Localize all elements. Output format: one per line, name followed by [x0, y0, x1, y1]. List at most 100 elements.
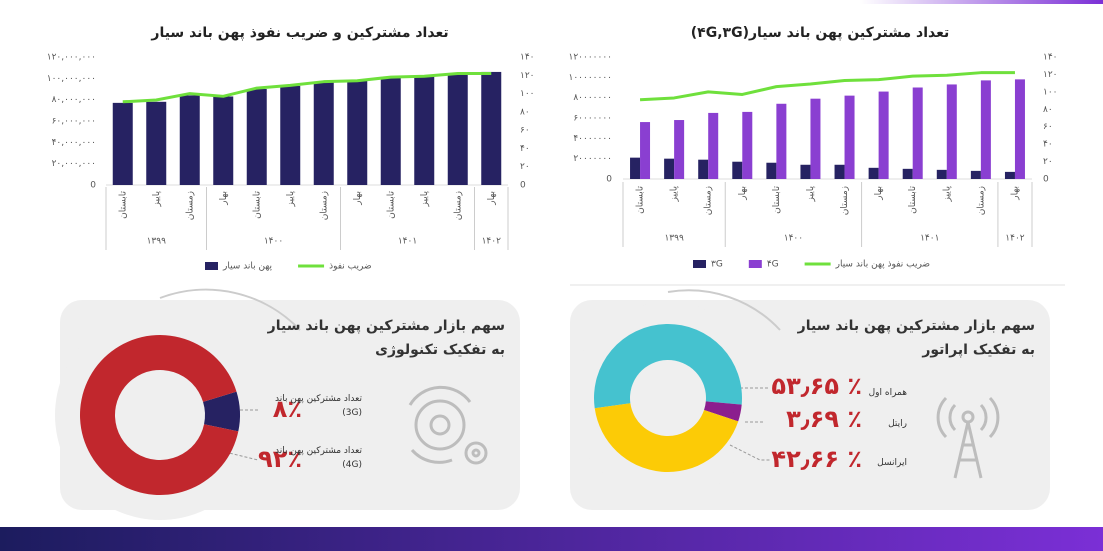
y2-tick-label: ۶۰: [1043, 122, 1053, 132]
x-tick-label: بهار: [1010, 186, 1020, 201]
y2-tick-label: ۱۲۰: [520, 71, 535, 81]
bar: [776, 103, 787, 179]
group-label: ۱۳۹۹: [664, 234, 684, 244]
y-tick-label: 0: [90, 181, 96, 191]
bar: [347, 80, 368, 185]
bar: [902, 168, 913, 179]
y-tick-label: ۶۰۰۰۰۰۰۰: [573, 114, 612, 124]
x-tick-label: پاییز: [286, 191, 296, 208]
bar: [640, 122, 651, 179]
slice-label: تعداد مشترکین پهن باند (3G): [274, 394, 362, 418]
value-label: ۴۲٫۶۶ ٪: [771, 445, 862, 473]
line-series: [639, 71, 1015, 102]
line-series: [122, 71, 492, 104]
panel-title: سهم بازار مشترکین پهن باند سیار به تفکیک…: [797, 318, 1035, 358]
legend-label: ضریب نفوذ: [329, 262, 372, 272]
donut-slice: [704, 401, 742, 422]
legend-label: ۴G: [767, 260, 779, 270]
x-tick-label: پاییز: [942, 186, 952, 203]
x-tick-label: بهار: [487, 191, 497, 206]
x-tick-label: زمستان: [185, 191, 195, 220]
x-tick-label: پاییز: [420, 191, 430, 208]
slice-label: رایتل: [888, 419, 907, 429]
bar: [970, 170, 981, 179]
x-tick-label: زمستان: [319, 191, 329, 220]
y-tick-label: 0: [606, 175, 612, 185]
x-tick-label: زمستان: [704, 186, 714, 215]
x-tick-label: تابستان: [636, 186, 646, 214]
x-tick-label: زمستان: [453, 191, 463, 220]
slice-label: تعداد مشترکین پهن باند (4G): [274, 446, 362, 470]
bar: [800, 164, 811, 179]
x-tick-label: زمستان: [976, 186, 986, 215]
bar: [447, 73, 468, 185]
slice-label: ایرانسل: [877, 458, 907, 468]
legend-swatch: [748, 260, 762, 268]
y2-tick-label: ۸۰: [520, 107, 530, 117]
y2-tick-label: ۴۰: [520, 144, 530, 154]
group-label: ۱۴۰۲: [482, 237, 502, 247]
bar: [980, 80, 991, 179]
legend-label: ۳G: [711, 260, 723, 270]
y2-tick-label: 0: [1043, 175, 1049, 185]
donut-slice: [203, 391, 240, 432]
slice-label: همراه اول: [868, 388, 907, 398]
x-tick-label: پاییز: [806, 186, 816, 203]
y-tick-label: ۱۲۰۰۰۰۰۰۰: [568, 53, 612, 63]
bar: [674, 120, 685, 179]
x-tick-label: تابستان: [908, 186, 918, 214]
chart-0: تعداد مشترکین پهن باند سیار(۴G,۳G) 0 ۲۰۰۰۰…: [568, 25, 1057, 270]
group-label: ۱۴۰۲: [1005, 234, 1025, 244]
bar: [912, 87, 923, 179]
footer-bar: [0, 527, 1103, 551]
bar: [834, 164, 845, 179]
donut-slice: [594, 403, 739, 473]
y2-tick-label: ۴۰: [1043, 140, 1053, 150]
y-tick-label: ۱۰۰۰۰۰۰۰۰: [568, 73, 612, 83]
x-tick-label: پاییز: [670, 186, 680, 203]
y2-tick-label: ۱۰۰: [520, 89, 535, 99]
bar: [1004, 171, 1015, 179]
bar: [213, 96, 234, 185]
value-label: ۵۳٫۶۵ ٪: [771, 372, 862, 400]
y-tick-label: ۶۰,۰۰۰,۰۰۰: [52, 117, 96, 127]
group-label: ۱۴۰۰: [264, 237, 283, 247]
x-tick-label: تابستان: [252, 191, 262, 219]
x-tick-label: پاییز: [152, 191, 162, 208]
bar: [766, 162, 777, 179]
y2-tick-label: ۱۴۰: [520, 53, 535, 63]
donut-slice: [80, 335, 239, 496]
x-tick-label: تابستان: [118, 191, 128, 219]
legend-label: ضریب نفوذ پهن باند سیار: [835, 260, 930, 270]
y2-tick-label: ۱۰۰: [1043, 87, 1058, 97]
y2-tick-label: ۶۰: [520, 126, 530, 136]
bar: [481, 71, 502, 185]
gear-icon: [408, 385, 488, 465]
y-tick-label: ۸۰۰۰۰۰۰۰: [573, 93, 612, 103]
bar: [946, 84, 957, 179]
bar: [313, 81, 334, 185]
bar: [146, 101, 167, 185]
bar: [380, 77, 401, 185]
y2-tick-label: ۱۴۰: [1043, 53, 1058, 63]
bar: [868, 167, 879, 179]
top-accent: [860, 0, 1103, 4]
y-tick-label: ۴۰,۰۰۰,۰۰۰: [52, 138, 96, 148]
y2-tick-label: ۸۰: [1043, 105, 1053, 115]
chart-1: تعداد مشترکین و ضریب نفوذ پهن باند سیار 0…: [47, 25, 535, 272]
donut-slice: [594, 324, 742, 409]
chart-2: ۸٪ ۹۲٪: [80, 335, 302, 496]
group-label: ۱۴۰۱: [398, 237, 417, 247]
bar: [414, 75, 435, 185]
x-tick-label: بهار: [219, 191, 229, 206]
y-tick-label: ۸۰,۰۰۰,۰۰۰: [52, 95, 96, 105]
value-label: ۹۲٪: [258, 445, 302, 473]
y-tick-label: ۴۰۰۰۰۰۰۰: [573, 134, 612, 144]
bar: [246, 89, 267, 185]
antenna-icon: [936, 396, 1000, 479]
group-label: ۱۳۹۹: [147, 237, 167, 247]
bar: [112, 102, 133, 185]
x-tick-label: تابستان: [386, 191, 396, 219]
x-tick-label: بهار: [874, 186, 884, 201]
